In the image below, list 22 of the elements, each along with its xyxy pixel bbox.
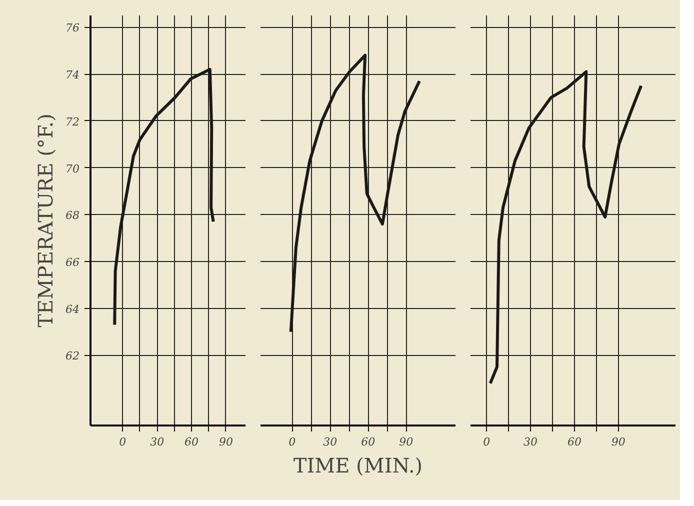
y-axis-title: TEMPERATURE (°F.) <box>34 114 58 328</box>
x-axis-title: TIME (MIN.) <box>293 454 423 478</box>
x-tick-label: 30 <box>524 436 538 448</box>
x-tick-label: 30 <box>150 436 164 448</box>
x-tick-label: 30 <box>323 436 338 448</box>
x-tick-label: 0 <box>483 436 490 448</box>
y-tick-label: 74 <box>66 68 80 82</box>
x-tick-label: 60 <box>184 436 199 448</box>
x-tick-label: 60 <box>361 436 376 448</box>
x-tick-label: 90 <box>611 436 626 448</box>
y-tick-label: 70 <box>66 162 80 176</box>
x-tick-label: 90 <box>218 436 233 448</box>
y-tick-label: 64 <box>66 302 80 316</box>
x-tick-label: 0 <box>119 436 126 448</box>
y-tick-label: 62 <box>66 350 80 363</box>
y-tick-label: 66 <box>66 256 80 269</box>
y-tick-label: 72 <box>66 115 80 128</box>
x-tick-label: 90 <box>399 436 414 448</box>
x-tick-label: 60 <box>567 436 582 448</box>
y-tick-label: 68 <box>66 209 80 222</box>
y-tick-label: 76 <box>66 22 80 35</box>
x-tick-label: 0 <box>288 436 296 448</box>
